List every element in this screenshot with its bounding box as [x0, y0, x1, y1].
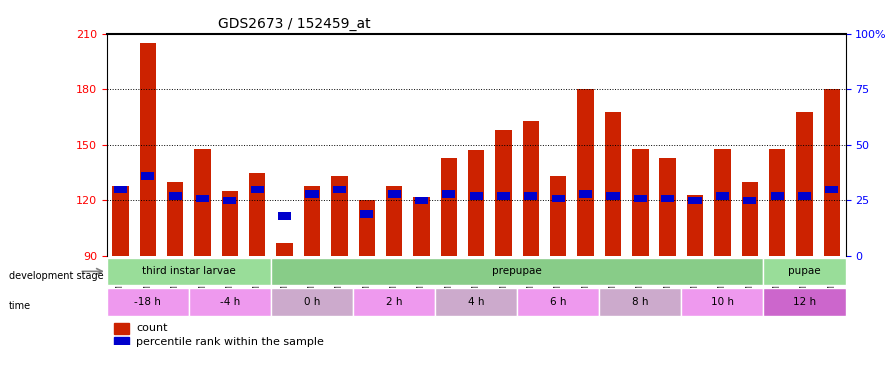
Bar: [552, 195, 565, 202]
Text: 10 h: 10 h: [711, 297, 734, 307]
Bar: [142, 172, 154, 180]
FancyBboxPatch shape: [599, 288, 682, 316]
Text: 2 h: 2 h: [386, 297, 402, 307]
Bar: [741, 182, 758, 256]
Bar: [386, 186, 402, 256]
Bar: [632, 148, 649, 256]
Bar: [305, 190, 319, 198]
Bar: [196, 195, 209, 202]
Bar: [468, 150, 484, 256]
Bar: [714, 148, 731, 256]
FancyBboxPatch shape: [764, 258, 846, 285]
Bar: [659, 158, 676, 256]
Bar: [442, 190, 456, 198]
Bar: [497, 192, 510, 200]
Bar: [303, 186, 320, 256]
Bar: [606, 192, 619, 200]
Text: GDS2673 / 152459_at: GDS2673 / 152459_at: [218, 17, 370, 32]
Text: -4 h: -4 h: [220, 297, 240, 307]
Bar: [168, 192, 182, 200]
FancyBboxPatch shape: [353, 288, 435, 316]
Bar: [277, 243, 293, 256]
Bar: [771, 192, 784, 200]
Bar: [823, 89, 840, 256]
Bar: [716, 192, 729, 200]
Bar: [278, 212, 291, 220]
Bar: [114, 337, 129, 348]
Bar: [114, 186, 127, 193]
Bar: [825, 186, 838, 193]
Bar: [387, 190, 400, 198]
Bar: [604, 111, 621, 256]
Text: 6 h: 6 h: [550, 297, 566, 307]
FancyBboxPatch shape: [189, 288, 271, 316]
Bar: [114, 323, 129, 334]
Bar: [223, 197, 237, 204]
Bar: [579, 190, 592, 198]
FancyBboxPatch shape: [517, 288, 599, 316]
Bar: [112, 186, 129, 256]
Text: third instar larvae: third instar larvae: [142, 266, 236, 276]
Bar: [550, 176, 566, 256]
Bar: [496, 130, 512, 256]
FancyBboxPatch shape: [435, 288, 517, 316]
Bar: [661, 195, 675, 202]
Bar: [251, 186, 263, 193]
Text: 4 h: 4 h: [468, 297, 484, 307]
Text: percentile rank within the sample: percentile rank within the sample: [136, 337, 324, 347]
Bar: [687, 195, 703, 256]
FancyBboxPatch shape: [107, 258, 271, 285]
FancyBboxPatch shape: [682, 288, 764, 316]
Bar: [140, 43, 156, 256]
Bar: [470, 192, 482, 200]
Bar: [167, 182, 183, 256]
Text: pupae: pupae: [789, 266, 821, 276]
Bar: [522, 121, 539, 256]
Bar: [360, 210, 373, 218]
Bar: [798, 192, 811, 200]
Bar: [689, 197, 701, 204]
Bar: [769, 148, 785, 256]
Bar: [413, 197, 430, 256]
Bar: [222, 191, 239, 256]
Bar: [331, 176, 348, 256]
FancyBboxPatch shape: [271, 258, 764, 285]
FancyBboxPatch shape: [271, 288, 353, 316]
Text: prepupae: prepupae: [492, 266, 542, 276]
Text: -18 h: -18 h: [134, 297, 161, 307]
Bar: [578, 89, 594, 256]
Bar: [415, 197, 428, 204]
Bar: [797, 111, 813, 256]
Bar: [743, 197, 756, 204]
FancyBboxPatch shape: [764, 288, 846, 316]
Bar: [194, 148, 211, 256]
Text: development stage: development stage: [9, 271, 103, 280]
Bar: [524, 192, 538, 200]
Bar: [634, 195, 647, 202]
Text: time: time: [9, 301, 31, 310]
Bar: [359, 201, 375, 256]
Text: count: count: [136, 323, 168, 333]
Text: 12 h: 12 h: [793, 297, 816, 307]
Text: 0 h: 0 h: [303, 297, 320, 307]
Bar: [333, 186, 346, 193]
Text: 8 h: 8 h: [632, 297, 649, 307]
Bar: [441, 158, 457, 256]
Bar: [249, 173, 265, 256]
FancyBboxPatch shape: [107, 288, 189, 316]
